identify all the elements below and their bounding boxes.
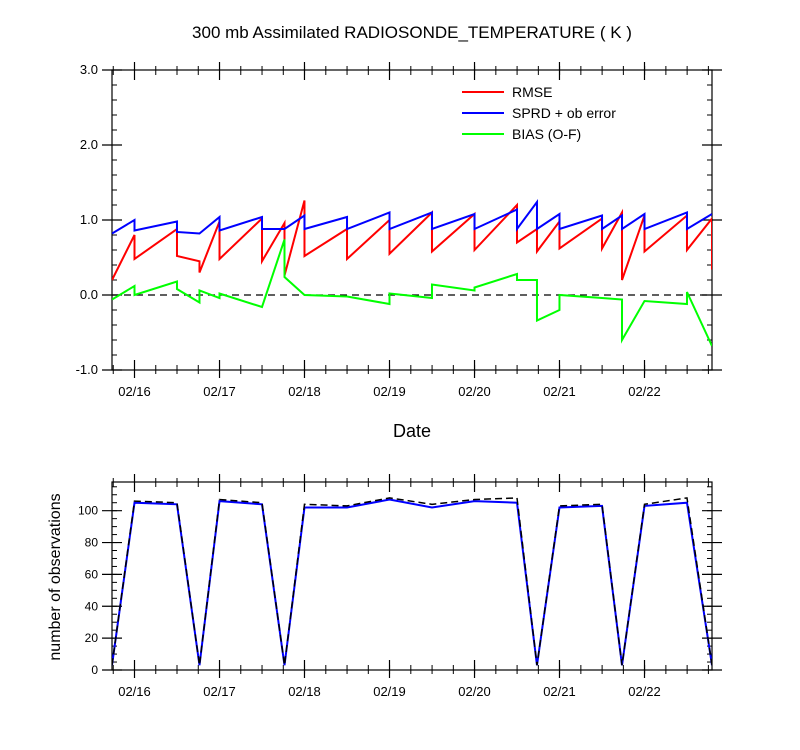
x-tick-label: 02/16 (118, 684, 151, 699)
y-tick-label: 40 (85, 599, 99, 613)
series-line-rmse (112, 200, 712, 281)
x-tick-label: 02/19 (373, 384, 406, 399)
y-tick-label: 100 (78, 504, 98, 518)
x-tick-label: 02/18 (288, 384, 321, 399)
x-tick-label: 02/18 (288, 684, 321, 699)
y-tick-label: 80 (85, 536, 99, 550)
y-tick-label: 20 (85, 631, 99, 645)
x-tick-label: 02/19 (373, 684, 406, 699)
bottom-plot: 02/16 02/17 02/18 02/19 02/20 02/21 02/22 100 80… (78, 474, 722, 699)
x-tick-label: 02/17 (203, 384, 236, 399)
y-tick-label: 3.0 (80, 62, 98, 77)
plot-frame (111, 481, 713, 671)
y-tick-label: 60 (85, 567, 99, 581)
series-line-total (112, 497, 712, 666)
x-tick-label: 02/20 (458, 684, 491, 699)
x-tick-label: 02/22 (628, 384, 661, 399)
x-tick-label: 02/21 (543, 684, 576, 699)
x-axis-label: Date (393, 421, 431, 441)
x-tick-label: 02/16 (118, 384, 151, 399)
series-line-sprd-ob-error (112, 198, 712, 235)
chart-title: 300 mb Assimilated RADIOSONDE_TEMPERATUR… (192, 23, 632, 42)
x-tick-label: 02/22 (628, 684, 661, 699)
y-tick-label: -1.0 (76, 362, 98, 377)
y-tick-label: 0.0 (80, 287, 98, 302)
top-plot: 02/16 02/17 02/18 02/19 02/20 02/21 02/22 3.0 2.… (76, 62, 722, 399)
legend-label: BIAS (O-F) (512, 126, 581, 142)
legend-label: RMSE (512, 84, 552, 100)
y-tick-label: 1.0 (80, 212, 98, 227)
y-tick-label: 0 (91, 663, 98, 677)
x-tick-label: 02/20 (458, 384, 491, 399)
series-line-bias-o-f (112, 239, 712, 347)
y-axis-label-observations: number of observations (47, 493, 64, 660)
x-tick-label: 02/17 (203, 684, 236, 699)
legend-label: SPRD + ob error (512, 105, 616, 121)
x-tick-label: 02/21 (543, 384, 576, 399)
y-tick-label: 2.0 (80, 137, 98, 152)
